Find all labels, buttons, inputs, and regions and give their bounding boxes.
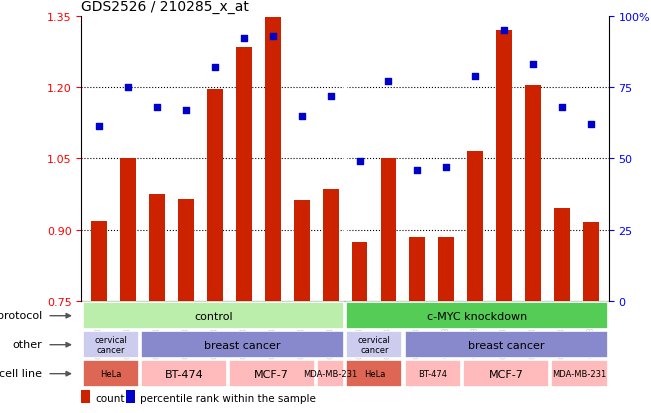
Text: c-MYC knockdown: c-MYC knockdown xyxy=(427,311,527,321)
Point xyxy=(210,64,220,71)
Bar xyxy=(405,361,461,387)
Bar xyxy=(381,159,396,301)
Text: breast cancer: breast cancer xyxy=(204,340,281,350)
Text: MDA-MB-231: MDA-MB-231 xyxy=(303,369,357,378)
Bar xyxy=(120,159,135,301)
Text: cell line: cell line xyxy=(0,368,42,378)
Bar xyxy=(467,152,484,301)
Bar xyxy=(264,17,281,301)
Text: MCF-7: MCF-7 xyxy=(489,369,523,379)
Bar xyxy=(317,361,344,387)
Point xyxy=(470,73,480,80)
Bar xyxy=(555,209,570,301)
Bar xyxy=(126,391,135,403)
Text: MCF-7: MCF-7 xyxy=(255,369,289,379)
Text: other: other xyxy=(12,339,42,349)
Bar xyxy=(551,361,607,387)
Point xyxy=(238,36,249,43)
Point xyxy=(180,107,191,114)
Point xyxy=(326,93,336,100)
Bar xyxy=(178,199,193,301)
Point xyxy=(412,167,422,174)
Bar xyxy=(352,242,367,301)
Bar xyxy=(236,47,251,301)
Bar xyxy=(405,332,607,358)
Bar xyxy=(294,200,309,301)
Text: BT-474: BT-474 xyxy=(165,369,203,379)
Point xyxy=(528,62,538,68)
Text: control: control xyxy=(194,311,232,321)
Text: breast cancer: breast cancer xyxy=(468,340,544,350)
Text: BT-474: BT-474 xyxy=(419,369,447,378)
Bar xyxy=(409,237,426,301)
Bar xyxy=(81,391,90,403)
Bar xyxy=(83,361,139,387)
Bar xyxy=(323,190,339,301)
Bar xyxy=(90,222,107,301)
Point xyxy=(268,33,278,40)
Bar xyxy=(83,303,344,329)
Bar xyxy=(346,361,402,387)
Point xyxy=(557,104,568,111)
Text: cervical
cancer: cervical cancer xyxy=(358,335,391,354)
Bar xyxy=(497,31,512,301)
Point xyxy=(354,159,365,165)
Bar xyxy=(346,332,402,358)
Text: GDS2526 / 210285_x_at: GDS2526 / 210285_x_at xyxy=(81,0,249,14)
Bar xyxy=(346,303,607,329)
Text: cervical
cancer: cervical cancer xyxy=(94,335,127,354)
Text: percentile rank within the sample: percentile rank within the sample xyxy=(140,394,316,404)
Bar xyxy=(583,222,600,301)
Text: protocol: protocol xyxy=(0,311,42,320)
Bar xyxy=(141,332,344,358)
Point xyxy=(586,121,596,128)
Text: HeLa: HeLa xyxy=(364,369,385,378)
Bar xyxy=(206,90,223,301)
Point xyxy=(383,79,394,85)
Bar xyxy=(464,361,549,387)
Text: count: count xyxy=(95,394,124,404)
Bar xyxy=(229,361,314,387)
Bar xyxy=(148,195,165,301)
Point xyxy=(296,113,307,119)
Bar xyxy=(141,361,227,387)
Text: MDA-MB-231: MDA-MB-231 xyxy=(552,369,607,378)
Point xyxy=(94,123,104,130)
Point xyxy=(152,104,162,111)
Point xyxy=(499,27,510,34)
Point xyxy=(122,84,133,91)
Text: HeLa: HeLa xyxy=(100,369,121,378)
Bar xyxy=(83,332,139,358)
Point xyxy=(441,164,452,171)
Bar xyxy=(525,85,542,301)
Bar xyxy=(439,237,454,301)
